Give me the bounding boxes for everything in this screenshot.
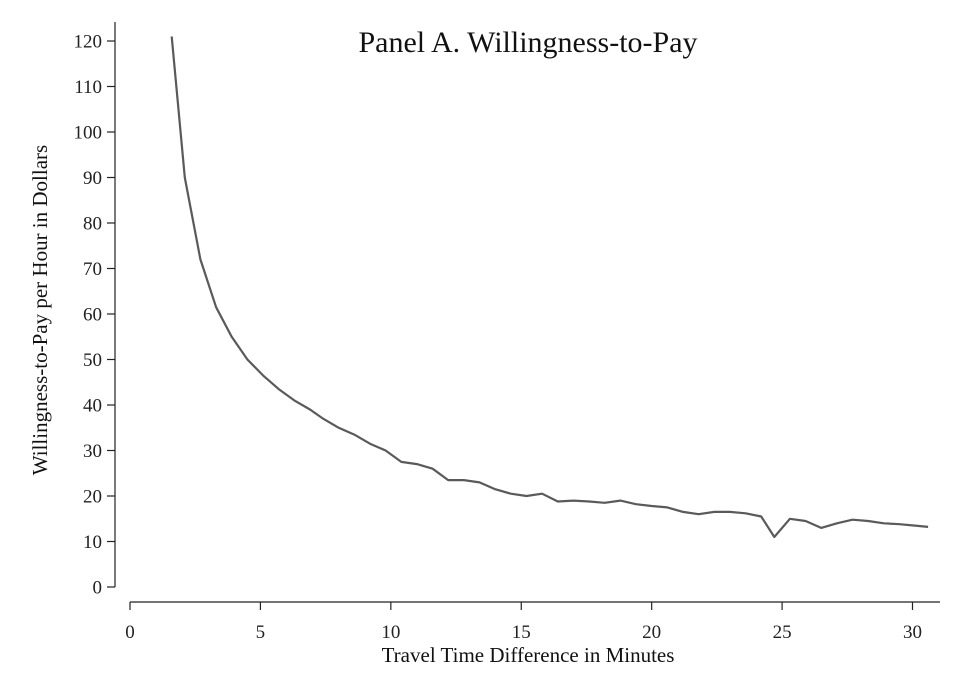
x-tick-label: 30 [903,622,922,643]
y-tick-label: 70 [83,259,102,280]
wtp-series-line [170,36,929,539]
x-tick-label: 25 [773,622,792,643]
y-tick-label: 50 [83,350,102,371]
y-tick-label: 0 [93,578,103,599]
x-tick-label: 5 [256,622,266,643]
x-axis-title: Travel Time Difference in Minutes [382,643,675,667]
y-tick-label: 100 [74,123,103,144]
y-tick-label: 90 [83,168,102,189]
x-tick-label: 10 [381,622,400,643]
y-tick-label: 60 [83,305,102,326]
y-tick-label: 30 [83,441,102,462]
y-tick-label: 120 [74,32,103,53]
y-tick-label: 20 [83,487,102,508]
x-tick-label: 15 [512,622,531,643]
y-tick-label: 40 [83,396,102,417]
x-tick-label: 0 [125,622,135,643]
y-axis-title: Willingness-to-Pay per Hour in Dollars [28,145,52,475]
x-axis-ticks: 0 5 10 15 20 25 30 [125,602,922,643]
y-tick-label: 10 [83,532,102,553]
y-tick-label: 80 [83,214,102,235]
chart-title: Panel A. Willingness-to-Pay [358,26,697,59]
y-axis-ticks: 0 10 20 30 40 50 60 70 80 90 100 110 120 [74,32,115,599]
x-tick-label: 20 [642,622,661,643]
y-tick-label: 110 [74,77,102,98]
